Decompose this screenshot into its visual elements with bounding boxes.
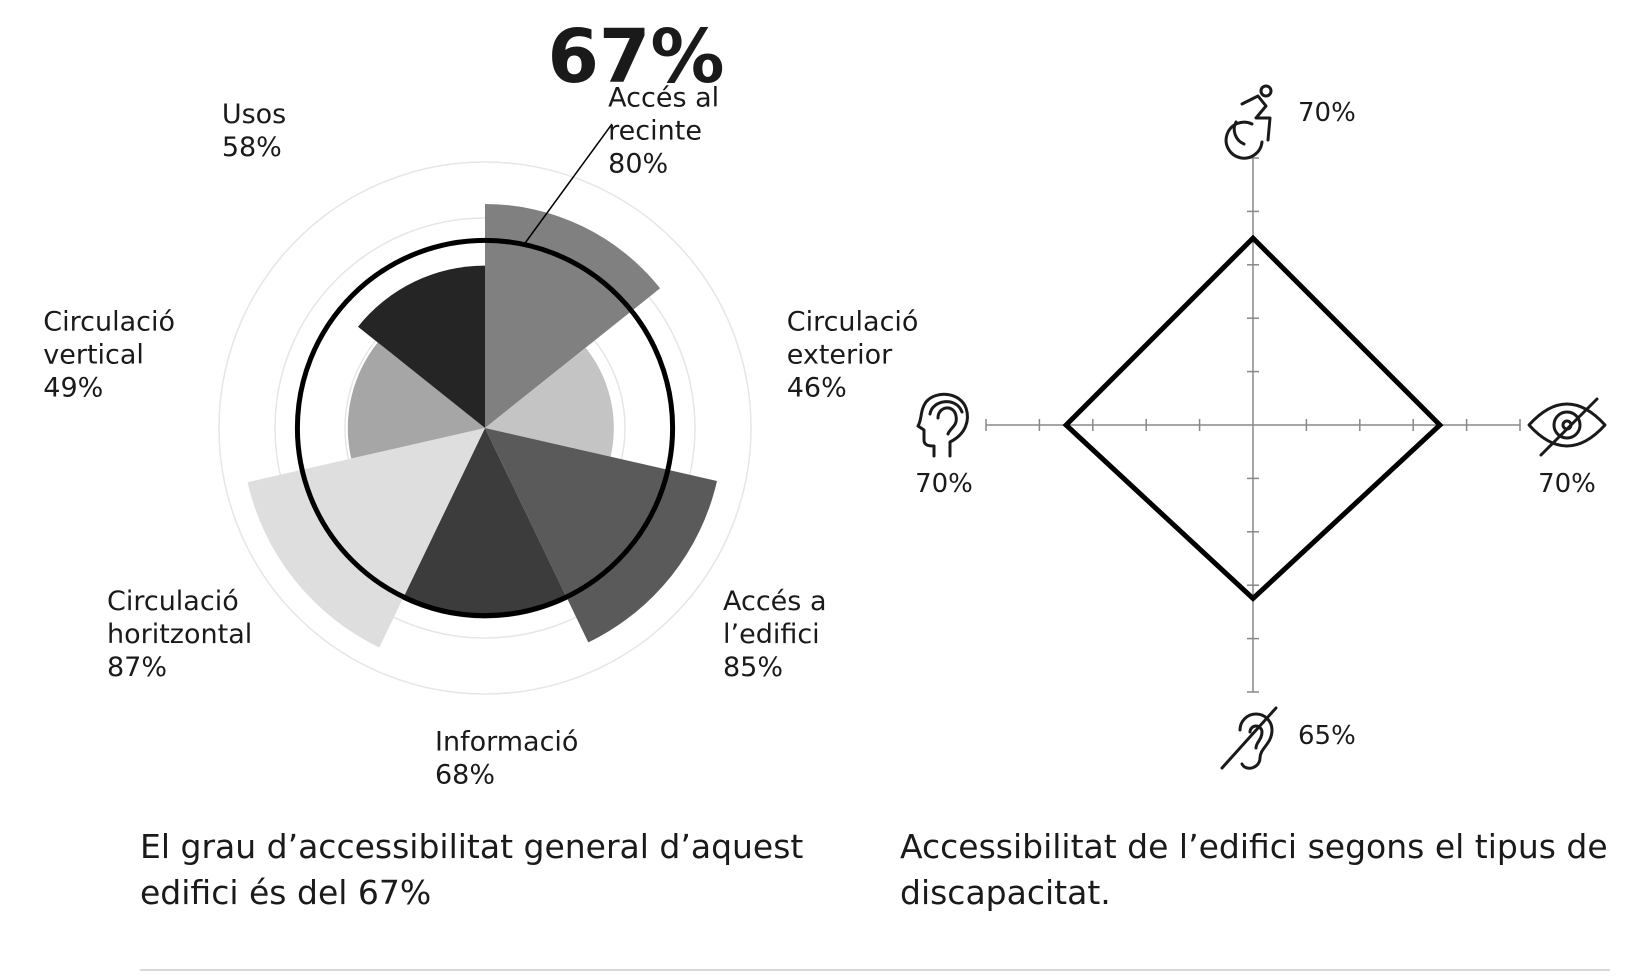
radar-chart: 70% 70% 65% 70% [915,84,1607,770]
category-value: 58% [222,132,282,163]
sector-0 [485,203,661,428]
radar-axes [985,157,1521,693]
sector-2 [485,428,717,643]
grid-ring-3 [218,161,752,695]
overall-average-circle [294,237,676,619]
category-name: Usos [222,99,286,130]
category-name: Circulació [787,307,919,338]
category-label-0: Accés al recinte 80% [608,83,719,180]
sector-1 [485,347,614,457]
left-caption: El grau d’accessibilitat general d’aques… [140,827,804,912]
category-value: 49% [43,373,103,404]
sector-6 [358,265,485,428]
head-brain-value: 70% [915,469,973,499]
polar-category-labels: Accés al recinte 80%Circulació exterior 46%A… [43,83,918,791]
category-name: Accés a [723,586,827,617]
polar-area-chart: 67% Accés al recinte 80%Circulació exterior… [43,14,918,791]
eye-slash-icon [1527,397,1607,457]
category-value: 68% [435,760,495,791]
ear-slash-value: 65% [1298,721,1356,751]
head-brain-icon [916,392,969,458]
category-label-1: Circulació exterior 46% [787,307,919,404]
right-caption: Accessibilitat de l’edifici segons el ti… [900,827,1608,912]
polar-sectors [247,203,717,648]
title-leader-line [523,123,613,245]
category-label-5: Circulació vertical 49% [43,307,175,404]
eye-slash-value: 70% [1538,469,1596,499]
sector-3 [402,428,568,619]
radar-polygon [1062,234,1444,602]
bottom-divider [140,969,1610,971]
ear-slash-icon [1220,706,1278,770]
category-label-2: Accés a l’edifici 85% [723,586,827,683]
wheelchair-icon [1224,84,1273,160]
category-name: Circulació [43,307,175,338]
category-name: horitzontal [107,619,252,650]
category-label-4: Circulació horitzontal 87% [107,586,252,683]
category-value: 87% [107,652,167,683]
category-name: Circulació [107,586,239,617]
category-name: exterior [787,340,893,371]
sector-5 [347,342,485,459]
category-name: vertical [43,340,144,371]
category-name: Accés al [608,83,719,114]
category-value: 85% [723,652,783,683]
category-value: 46% [787,373,847,404]
category-label-6: Usos 58% [222,99,286,163]
category-label-3: Informació 68% [435,727,578,791]
category-name: l’edifici [723,619,820,650]
wheelchair-value: 70% [1298,98,1356,128]
category-name: Informació [435,727,578,758]
overall-percentage: 67% [547,14,724,100]
category-name: recinte [608,116,702,147]
category-value: 80% [608,149,668,180]
